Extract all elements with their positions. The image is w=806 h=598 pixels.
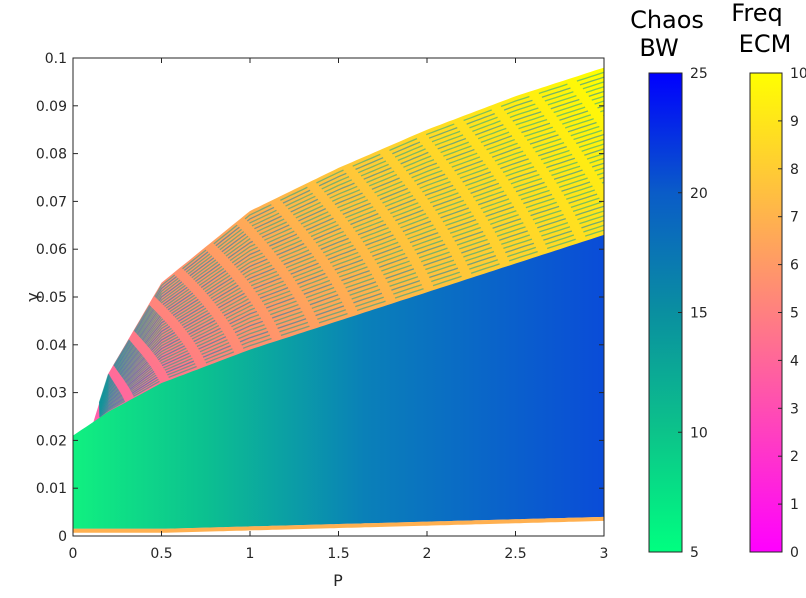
colorbar-1-tick-label-8: 8 — [790, 162, 799, 178]
x-axis-ticks: 0 0.5 1 1.5 2 2.5 3 — [69, 58, 609, 562]
y-tick-label-7: 0.07 — [36, 194, 67, 210]
ecm-stripe-9 — [98, 191, 604, 415]
y-tick-label-0: 0 — [58, 529, 67, 545]
ecm-stripe-34 — [98, 71, 604, 403]
ecm-stripe-pattern — [98, 71, 604, 418]
x-tick-label-2: 1 — [246, 546, 255, 562]
ecm-stripe-10 — [98, 186, 604, 414]
colorbar-0-tick-label-3: 20 — [690, 186, 708, 202]
plot-area — [73, 67, 604, 533]
ecm-stripe-33 — [98, 76, 604, 404]
colorbar-1-tick-label-2: 2 — [790, 449, 799, 465]
ecm-stripe-18 — [98, 148, 604, 410]
y-tick-label-3: 0.03 — [36, 386, 67, 402]
colorbar-chaos-bw: Chaos BW 5 10 15 20 25 — [630, 6, 708, 561]
ecm-stripe-25 — [98, 114, 604, 407]
colorbar-0-tick-label-0: 5 — [690, 545, 699, 561]
ecm-stripe-14 — [98, 167, 604, 412]
ecm-stripe-5 — [99, 210, 604, 416]
colorbar-0-tick-label-2: 15 — [690, 306, 708, 322]
ecm-stripe-32 — [98, 81, 604, 404]
ecm-stripe-8 — [98, 195, 604, 415]
y-tick-label-9: 0.09 — [36, 99, 67, 115]
ecm-stripe-22 — [98, 129, 604, 409]
colorbar-1-tick-label-0: 0 — [790, 545, 799, 561]
y-tick-label-8: 0.08 — [36, 147, 67, 163]
ecm-stripe-3 — [99, 219, 604, 417]
ecm-stripe-1 — [99, 229, 604, 418]
ecm-stripe-30 — [98, 90, 604, 405]
colorbar-1-tick-label-4: 4 — [790, 353, 799, 369]
colorbar-chaos-ticks: 5 10 15 20 25 — [678, 66, 708, 561]
ecm-stripe-23 — [98, 124, 604, 408]
y-axis-label: γ — [23, 292, 42, 301]
colorbar-freq-ticks: 0 1 2 3 4 5 6 7 8 9 10 — [778, 66, 806, 561]
y-tick-label-6: 0.06 — [36, 242, 67, 258]
ecm-stripe-6 — [99, 205, 604, 416]
ecm-stripe-31 — [98, 86, 604, 405]
ecm-stripe-26 — [98, 109, 604, 407]
colorbar-chaos-title-line-2: BW — [639, 34, 678, 62]
x-tick-label-3: 1.5 — [327, 546, 349, 562]
ecm-stripe-12 — [98, 176, 604, 413]
y-tick-label-5: 0.05 — [36, 290, 67, 306]
colorbar-0-tick-label-1: 10 — [690, 425, 708, 441]
ecm-stripe-15 — [98, 162, 604, 412]
colorbar-freq-title-line-2: ECM — [739, 30, 792, 58]
colorbar-freq-ecm: Freq ECM 0 1 2 3 4 5 6 7 8 9 10 — [731, 0, 806, 561]
x-tick-label-6: 3 — [600, 546, 609, 562]
colorbar-1-tick-label-6: 6 — [790, 258, 799, 274]
colorbar-chaos-title-line-1: Chaos — [630, 6, 704, 34]
ecm-stripe-7 — [99, 200, 604, 416]
colorbar-freq-title-line-1: Freq — [731, 0, 782, 27]
ecm-stripe-4 — [99, 215, 604, 417]
x-tick-label-0: 0 — [69, 546, 78, 562]
colorbar-0-tick-label-4: 25 — [690, 66, 708, 82]
ecm-stripe-21 — [98, 133, 604, 409]
ecm-stripe-27 — [98, 105, 604, 406]
colorbar-chaos-gradient — [648, 72, 683, 553]
ecm-stripe-16 — [98, 157, 604, 411]
colorbar-1-tick-label-3: 3 — [790, 401, 799, 417]
ecm-stripe-20 — [98, 138, 604, 410]
colorbar-1-tick-label-7: 7 — [790, 210, 799, 226]
ecm-stripe-29 — [98, 95, 604, 406]
lower-edge-band — [73, 516, 604, 533]
ecm-stripe-17 — [98, 152, 604, 411]
y-tick-label-4: 0.04 — [36, 338, 67, 354]
x-axis-label: P — [333, 571, 343, 590]
y-tick-label-10: 0.1 — [45, 51, 67, 67]
y-tick-label-1: 0.01 — [36, 481, 67, 497]
colorbar-1-tick-label-9: 9 — [790, 114, 799, 130]
ecm-stripe-19 — [98, 143, 604, 410]
colorbar-1-tick-label-10: 10 — [790, 66, 806, 82]
x-tick-label-5: 2.5 — [504, 546, 526, 562]
chaos-bandwidth-region — [73, 234, 604, 529]
y-axis-ticks: 0 0.01 0.02 0.03 0.04 0.05 0.06 0.07 0.08 0.09 0.1 — [36, 51, 604, 545]
x-tick-label-4: 2 — [423, 546, 432, 562]
ecm-stripe-11 — [98, 181, 604, 414]
x-tick-label-1: 0.5 — [150, 546, 172, 562]
ecm-stripe-28 — [98, 100, 604, 406]
colorbar-1-tick-label-1: 1 — [790, 497, 799, 513]
y-tick-label-2: 0.02 — [36, 433, 67, 449]
colorbar-1-tick-label-5: 5 — [790, 306, 799, 322]
axes: 0 0.5 1 1.5 2 2.5 3 00.010.020.030.040.050.060… — [23, 51, 608, 590]
ecm-stripe-2 — [99, 224, 604, 418]
ecm-stripe-24 — [98, 119, 604, 408]
colorbar-freq-gradient — [749, 72, 783, 553]
ecm-stripe-13 — [98, 172, 604, 413]
